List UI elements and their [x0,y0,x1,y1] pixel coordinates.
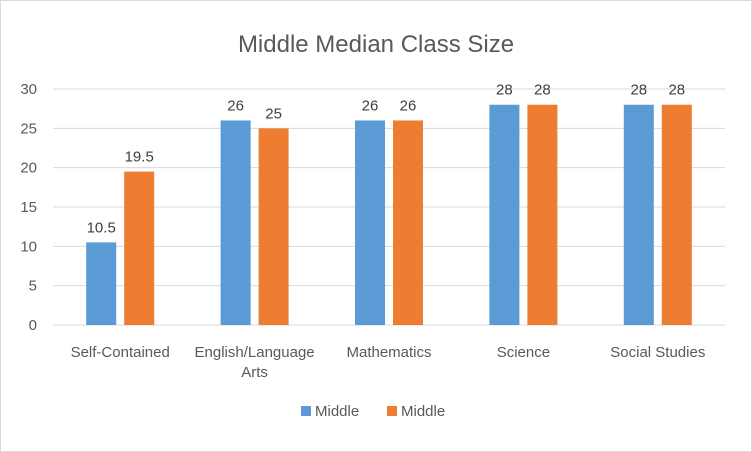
y-tick-label: 0 [29,317,37,334]
bar-1-3 [489,104,520,325]
legend-label: Middle [401,403,445,420]
data-label: 10.5 [87,219,116,236]
data-label: 28 [630,82,647,99]
x-category-label: English/Language Arts [195,344,315,381]
bar-1-1 [220,120,251,325]
data-label: 26 [400,97,417,114]
bar-2-4 [661,104,692,325]
y-tick-label: 15 [20,199,37,216]
y-tick-label: 10 [20,238,37,255]
bar-2-3 [527,104,558,325]
data-label: 19.5 [125,149,154,166]
x-category-label: Self-Contained [71,344,170,361]
bar-2-0 [124,171,155,325]
bar-1-2 [355,120,385,325]
legend-swatch [387,406,397,416]
data-label: 28 [496,82,513,99]
y-axis-ticks: 0 5 10 15 20 25 30 [20,81,37,334]
bar-1-0 [86,242,117,325]
y-tick-label: 5 [29,278,37,295]
bar-2-1 [258,128,289,325]
chart-title: Middle Median Class Size [238,31,514,58]
legend: Middle Middle [301,403,445,420]
x-category-label: Mathematics [346,344,431,361]
bar-1-4 [623,104,654,325]
y-tick-label: 30 [20,81,37,98]
x-category-label: Social Studies [610,344,705,361]
legend-label: Middle [315,403,359,420]
x-axis-labels: Self-Contained English/Language Arts Mathem… [71,344,706,381]
bars: 10.5 19.5 26 25 26 26 28 28 28 28 [86,82,692,325]
bar-2-2 [393,120,423,325]
legend-swatch [301,406,311,416]
data-label: 28 [668,82,685,99]
data-label: 25 [265,105,282,122]
data-label: 26 [227,97,244,114]
gridlines [53,88,725,326]
data-label: 28 [534,82,551,99]
y-tick-label: 25 [20,120,37,137]
x-category-label: Science [497,344,550,361]
data-label: 26 [362,97,379,114]
y-tick-label: 20 [20,160,37,177]
